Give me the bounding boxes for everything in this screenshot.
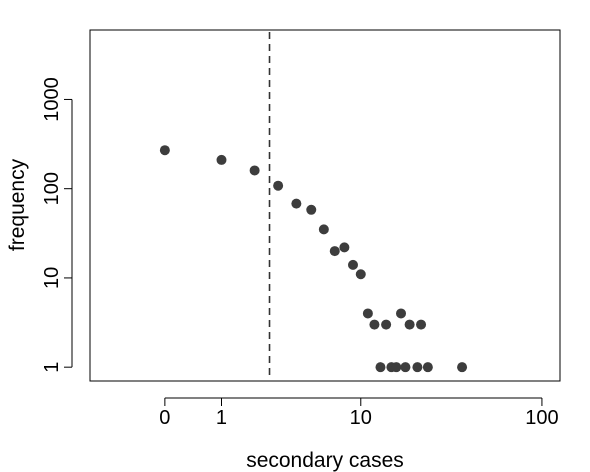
- data-point: [216, 154, 227, 165]
- x-tick-label: 0: [159, 407, 170, 429]
- data-point: [347, 259, 358, 270]
- x-axis-title: secondary cases: [246, 449, 404, 472]
- data-point: [306, 204, 317, 215]
- data-point: [391, 362, 402, 373]
- data-point: [416, 319, 427, 330]
- data-point: [400, 362, 411, 373]
- data-point: [422, 362, 433, 373]
- data-point: [329, 246, 340, 257]
- data-point: [375, 362, 386, 373]
- data-point: [291, 198, 302, 209]
- y-axis: 1 10 100 1000: [41, 77, 73, 373]
- x-tick-label: 1: [216, 407, 227, 429]
- data-point: [412, 362, 423, 373]
- x-tick-label: 10: [350, 407, 372, 429]
- y-axis-title: frequency: [6, 158, 29, 251]
- data-point: [369, 319, 380, 330]
- data-point: [249, 165, 260, 176]
- data-point: [396, 308, 407, 319]
- data-point: [159, 145, 170, 156]
- plot-frame: [89, 29, 561, 382]
- y-tick-label: 1000: [41, 77, 63, 122]
- data-points: [159, 145, 468, 373]
- data-point: [273, 180, 284, 191]
- y-tick-label: 10: [41, 267, 63, 289]
- data-point: [404, 319, 415, 330]
- y-tick-label: 1: [41, 362, 63, 373]
- x-axis: 0 1 10 100: [159, 397, 559, 429]
- data-point: [355, 269, 366, 280]
- x-tick-label: 100: [525, 407, 558, 429]
- y-tick-label: 100: [41, 172, 63, 205]
- data-point: [339, 242, 350, 253]
- data-point: [381, 319, 392, 330]
- data-point: [362, 308, 373, 319]
- data-point: [457, 362, 468, 373]
- data-point: [318, 224, 329, 235]
